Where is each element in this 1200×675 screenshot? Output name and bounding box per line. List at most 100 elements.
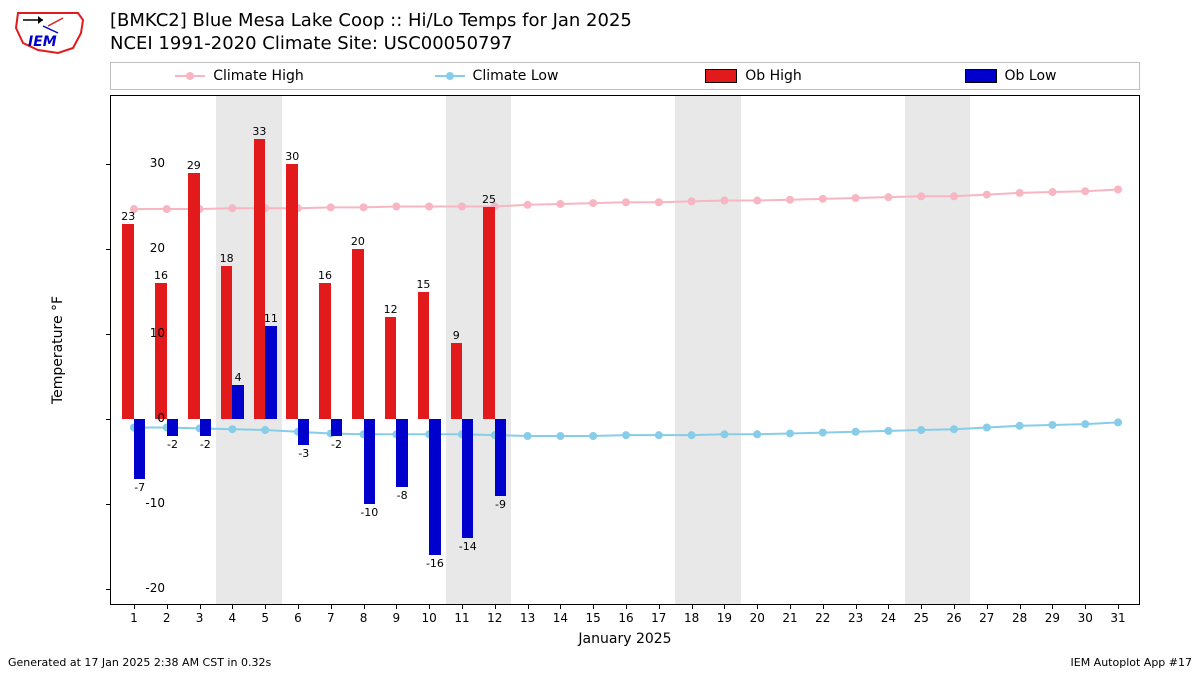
bar-value-label: -16 — [426, 557, 444, 570]
title-line-2: NCEI 1991-2020 Climate Site: USC00050797 — [110, 33, 632, 56]
climate-high-marker — [852, 194, 860, 202]
x-tick — [954, 604, 955, 609]
climate-low-marker — [524, 432, 532, 440]
x-tick-label: 9 — [393, 611, 401, 625]
bar-ob-high — [418, 292, 429, 420]
y-tick — [106, 334, 111, 335]
climate-high-marker — [1048, 188, 1056, 196]
x-tick-label: 27 — [979, 611, 994, 625]
chart-title: [BMKC2] Blue Mesa Lake Coop :: Hi/Lo Tem… — [110, 10, 632, 55]
legend: Climate High Climate Low Ob High Ob Low — [110, 62, 1140, 90]
bar-value-label: 29 — [187, 159, 201, 172]
legend-ob-low: Ob Low — [882, 68, 1139, 84]
x-tick — [856, 604, 857, 609]
x-axis-label: January 2025 — [111, 631, 1139, 647]
x-tick — [232, 604, 233, 609]
x-tick-label: 28 — [1012, 611, 1027, 625]
x-tick-label: 11 — [454, 611, 469, 625]
climate-low-marker — [786, 429, 794, 437]
bar-value-label: 18 — [220, 252, 234, 265]
x-tick-label: 5 — [261, 611, 269, 625]
bar-value-label: 11 — [264, 312, 278, 325]
climate-high-marker — [917, 192, 925, 200]
x-tick-label: 14 — [553, 611, 568, 625]
climate-high-marker — [163, 205, 171, 213]
climate-low-marker — [852, 428, 860, 436]
legend-climate-high: Climate High — [111, 68, 368, 84]
x-tick-label: 22 — [815, 611, 830, 625]
bar-ob-low — [364, 419, 375, 504]
climate-high-marker — [589, 199, 597, 207]
iem-logo: IEM — [8, 8, 88, 62]
legend-swatch-climate-high — [175, 75, 205, 77]
bar-value-label: 20 — [351, 235, 365, 248]
bar-ob-high — [451, 343, 462, 420]
climate-low-marker — [983, 424, 991, 432]
x-tick-label: 30 — [1078, 611, 1093, 625]
x-tick — [1118, 604, 1119, 609]
x-tick — [429, 604, 430, 609]
x-tick — [593, 604, 594, 609]
footer-generated: Generated at 17 Jan 2025 2:38 AM CST in … — [8, 656, 271, 669]
bar-ob-low — [298, 419, 309, 445]
x-tick — [1085, 604, 1086, 609]
x-tick-label: 20 — [750, 611, 765, 625]
legend-label: Climate High — [213, 68, 304, 84]
climate-high-marker — [884, 193, 892, 201]
y-tick-label: 30 — [150, 156, 165, 170]
climate-high-marker — [458, 203, 466, 211]
climate-high-marker — [327, 203, 335, 211]
chart-plot-area: January 2025 123456789101112131415161718… — [110, 95, 1140, 605]
climate-high-marker — [556, 200, 564, 208]
x-tick — [298, 604, 299, 609]
x-tick-label: 13 — [520, 611, 535, 625]
climate-high-marker — [983, 191, 991, 199]
svg-text:IEM: IEM — [28, 34, 57, 50]
bar-value-label: 16 — [318, 269, 332, 282]
climate-high-marker — [1114, 186, 1122, 194]
bar-value-label: -2 — [200, 438, 211, 451]
climate-high-marker — [524, 201, 532, 209]
climate-high-marker — [720, 197, 728, 205]
climate-low-marker — [622, 431, 630, 439]
y-tick-label: -20 — [145, 581, 165, 595]
climate-low-marker — [688, 431, 696, 439]
bar-value-label: 12 — [384, 303, 398, 316]
x-tick-label: 4 — [229, 611, 237, 625]
bar-value-label: -2 — [331, 438, 342, 451]
bar-ob-low — [331, 419, 342, 436]
bar-value-label: 25 — [482, 193, 496, 206]
x-tick — [888, 604, 889, 609]
bar-value-label: 4 — [235, 371, 242, 384]
climate-low-marker — [261, 426, 269, 434]
bar-ob-low — [462, 419, 473, 538]
x-tick — [626, 604, 627, 609]
bar-value-label: -8 — [397, 489, 408, 502]
bar-ob-low — [265, 326, 276, 420]
legend-label: Ob High — [745, 68, 802, 84]
x-tick-label: 26 — [946, 611, 961, 625]
bar-ob-high — [483, 207, 494, 420]
y-tick — [106, 164, 111, 165]
legend-label: Climate Low — [473, 68, 559, 84]
climate-high-marker — [622, 198, 630, 206]
x-tick — [659, 604, 660, 609]
bar-ob-high — [188, 173, 199, 420]
bar-ob-low — [167, 419, 178, 436]
legend-ob-high: Ob High — [625, 68, 882, 84]
y-tick-label: 10 — [150, 326, 165, 340]
bar-value-label: 30 — [285, 150, 299, 163]
climate-low-marker — [753, 430, 761, 438]
climate-low-marker — [1016, 422, 1024, 430]
x-tick — [528, 604, 529, 609]
y-tick — [106, 504, 111, 505]
bar-ob-high — [286, 164, 297, 419]
x-tick-label: 7 — [327, 611, 335, 625]
bar-value-label: -3 — [298, 447, 309, 460]
x-tick-label: 31 — [1110, 611, 1125, 625]
bar-ob-high — [254, 139, 265, 420]
x-tick-label: 23 — [848, 611, 863, 625]
bar-ob-high — [122, 224, 133, 420]
bar-ob-low — [429, 419, 440, 555]
climate-low-marker — [884, 427, 892, 435]
